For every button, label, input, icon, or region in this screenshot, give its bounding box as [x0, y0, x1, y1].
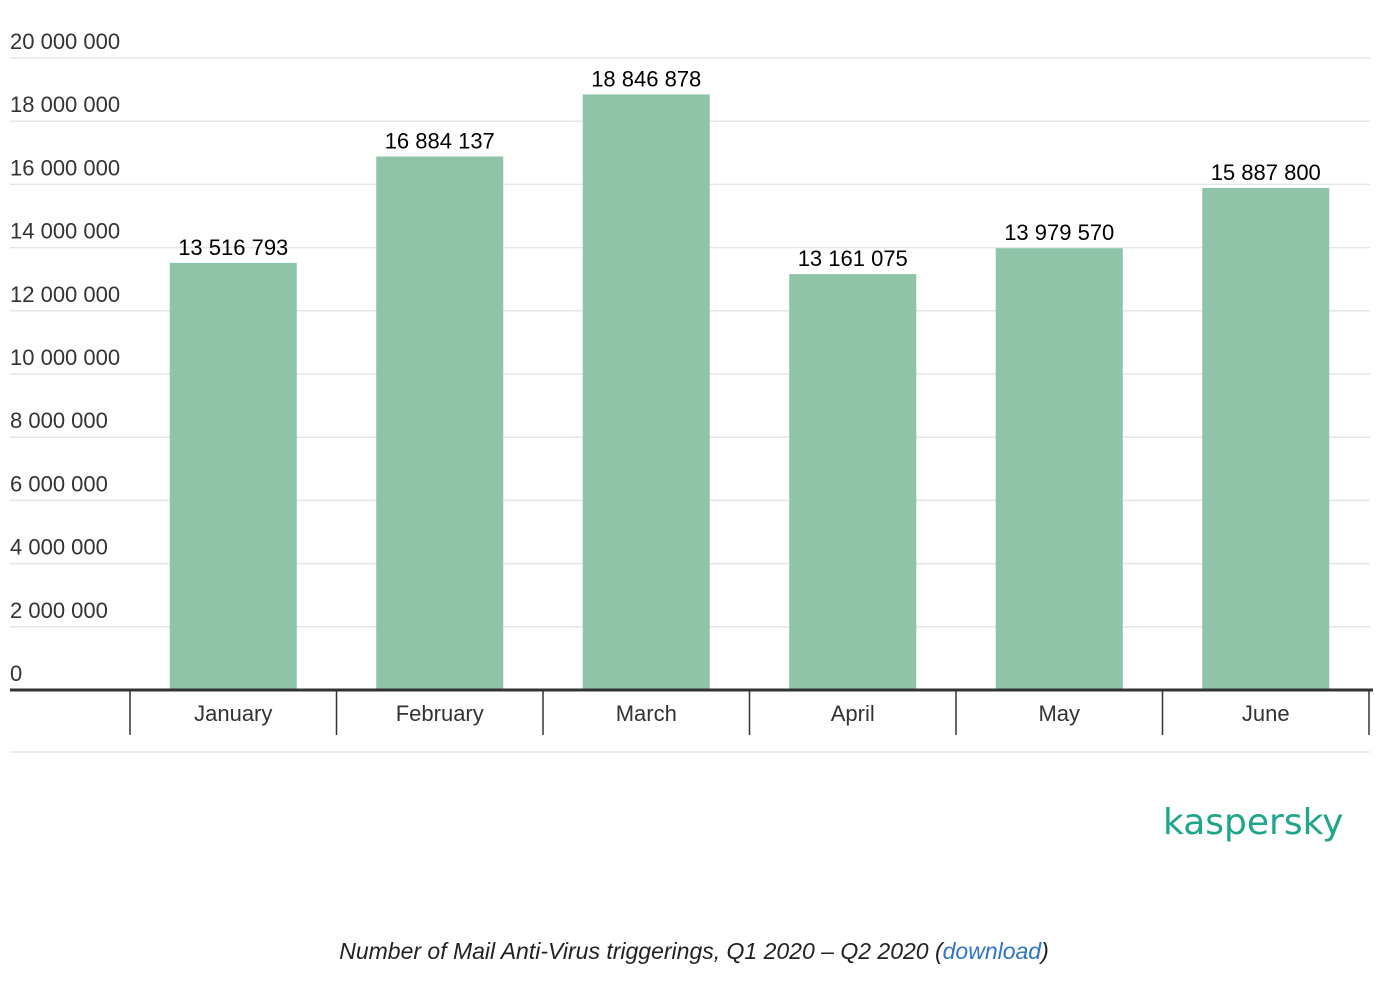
data-label: 18 846 878 [591, 66, 701, 91]
y-tick-label: 20 000 000 [10, 29, 120, 54]
x-axis: January February March April May June [10, 688, 1373, 735]
caption-text: Number of Mail Anti-Virus triggerings, Q… [339, 938, 943, 964]
chart-caption: Number of Mail Anti-Virus triggerings, Q… [0, 934, 1388, 968]
y-axis-ticks: 0 2 000 000 4 000 000 6 000 000 8 000 000 10 … [10, 29, 120, 686]
caption-close: ) [1041, 938, 1049, 964]
bar [1202, 187, 1330, 690]
data-label: 13 516 793 [178, 235, 288, 260]
data-label: 16 884 137 [385, 128, 495, 153]
y-tick-label: 0 [10, 661, 22, 686]
y-tick-label: 12 000 000 [10, 282, 120, 307]
bar [789, 274, 917, 690]
x-tick-label: March [616, 701, 677, 726]
kaspersky-logo: kaspersky [1163, 802, 1344, 843]
data-label: 13 161 075 [798, 246, 908, 271]
bar [169, 262, 297, 690]
bar [582, 94, 710, 690]
bar [995, 248, 1123, 690]
x-tick-label: April [831, 701, 875, 726]
x-tick-label: May [1038, 701, 1080, 726]
y-tick-label: 6 000 000 [10, 471, 108, 496]
bars [169, 94, 1330, 690]
data-labels: 13 516 793 16 884 137 18 846 878 13 161 075… [178, 66, 1321, 271]
y-tick-label: 4 000 000 [10, 535, 108, 560]
x-tick-label: January [194, 701, 272, 726]
y-tick-label: 2 000 000 [10, 598, 108, 623]
x-tick-label: June [1242, 701, 1290, 726]
y-tick-label: 14 000 000 [10, 219, 120, 244]
data-label: 13 979 570 [1004, 220, 1114, 245]
y-tick-label: 8 000 000 [10, 408, 108, 433]
bar-chart: 13 516 793 16 884 137 18 846 878 13 161 075… [10, 29, 1373, 753]
bar [376, 156, 504, 690]
y-tick-label: 18 000 000 [10, 92, 120, 117]
data-label: 15 887 800 [1211, 160, 1321, 185]
x-tick-label: February [396, 701, 484, 726]
download-link[interactable]: download [942, 938, 1042, 964]
y-tick-label: 16 000 000 [10, 155, 120, 180]
y-tick-label: 10 000 000 [10, 345, 120, 370]
